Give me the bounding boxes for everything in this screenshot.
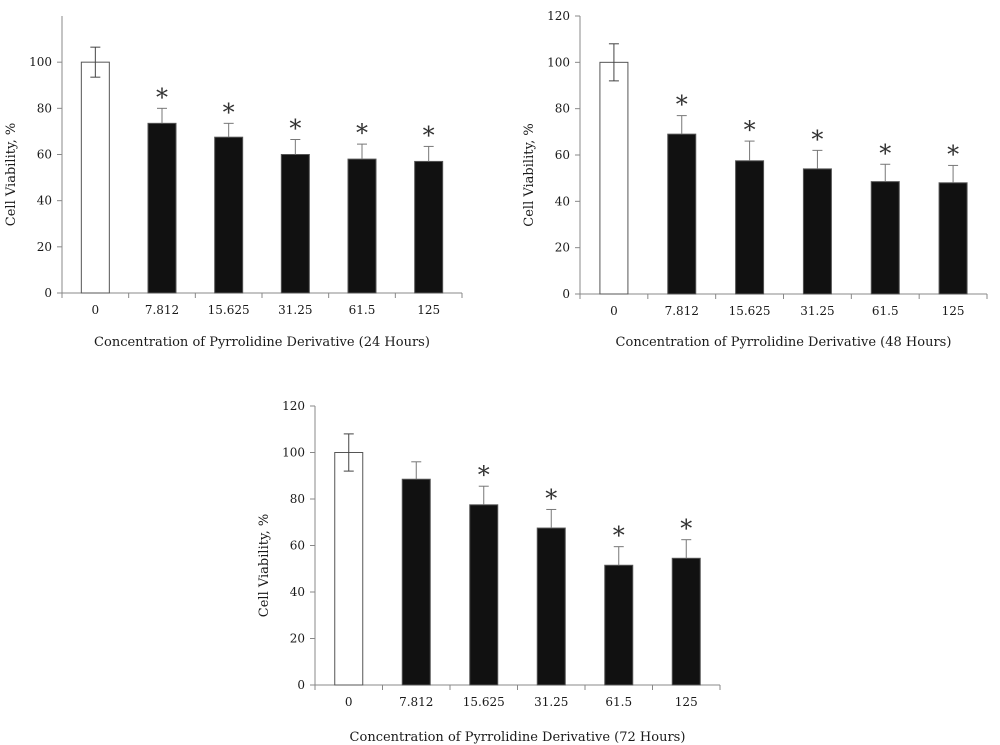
x-tick-label: 125	[942, 304, 965, 318]
y-tick-label: 20	[290, 632, 305, 646]
x-tick-label: 15.625	[729, 304, 771, 318]
bar	[667, 133, 697, 295]
y-axis-title: Cell Viability, %	[257, 514, 272, 617]
significance-marker: *	[423, 121, 435, 149]
bar	[671, 557, 701, 686]
x-tick-label: 7.812	[145, 303, 179, 317]
y-tick-label: 80	[290, 492, 305, 506]
x-tick-label: 0	[610, 304, 618, 318]
bar	[280, 154, 310, 294]
bar	[214, 136, 244, 294]
y-tick-label: 120	[547, 9, 570, 23]
y-tick-label: 20	[555, 241, 570, 255]
chart-48h: 0 20 40 60 80 100 120 0 7.812 * 15.625 * 31.25 * 61.5 *…	[522, 9, 988, 350]
y-tick-label: 60	[37, 148, 52, 162]
y-tick-label: 60	[290, 539, 305, 553]
y-tick-label: 0	[44, 286, 52, 300]
x-tick-label: 7.812	[665, 304, 699, 318]
significance-marker: *	[356, 119, 368, 147]
x-tick-label: 15.625	[463, 695, 505, 709]
x-tick-label: 0	[92, 303, 100, 317]
x-tick-label: 125	[417, 303, 440, 317]
x-tick-label: 31.25	[534, 695, 568, 709]
significance-marker: *	[478, 461, 490, 489]
significance-marker: *	[676, 91, 688, 119]
bar	[401, 478, 431, 686]
y-tick-label: 80	[555, 102, 570, 116]
bar	[870, 181, 900, 295]
x-tick-label: 15.625	[208, 303, 250, 317]
bar	[735, 160, 765, 295]
bar	[469, 504, 499, 686]
bar	[80, 61, 110, 294]
y-tick-label: 120	[282, 399, 305, 413]
x-axis-title: Concentration of Pyrrolidine Derivative …	[350, 730, 686, 745]
bar	[802, 168, 832, 295]
y-tick-label: 0	[562, 287, 570, 301]
y-tick-label: 40	[37, 194, 52, 208]
x-tick-label: 0	[345, 695, 353, 709]
significance-marker: *	[223, 98, 235, 126]
bar	[414, 160, 444, 294]
bar	[147, 122, 177, 294]
x-axis-title: Concentration of Pyrrolidine Derivative …	[616, 335, 952, 350]
x-tick-label: 31.25	[800, 304, 834, 318]
y-axis-title: Cell Viability, %	[4, 123, 19, 226]
significance-marker: *	[744, 116, 756, 144]
y-tick-label: 40	[290, 585, 305, 599]
bar	[599, 61, 629, 295]
significance-marker: *	[879, 139, 891, 167]
significance-marker: *	[680, 515, 692, 543]
significance-marker: *	[947, 140, 959, 168]
x-tick-label: 61.5	[349, 303, 376, 317]
y-tick-label: 0	[297, 678, 305, 692]
y-tick-label: 20	[37, 240, 52, 254]
significance-marker: *	[289, 114, 301, 142]
x-tick-label: 7.812	[399, 695, 433, 709]
chart-24h: 0 20 40 60 80 100 0 7.812 * 15.625 * 31.25 * 61.5 * 125…	[4, 16, 463, 350]
y-tick-label: 100	[282, 446, 305, 460]
y-tick-label: 60	[555, 148, 570, 162]
significance-marker: *	[811, 125, 823, 153]
bar	[536, 527, 566, 686]
bar	[604, 564, 634, 686]
significance-marker: *	[156, 83, 168, 111]
x-axis-title: Concentration of Pyrrolidine Derivative …	[94, 335, 430, 350]
y-tick-label: 80	[37, 101, 52, 115]
significance-marker: *	[545, 484, 557, 512]
y-axis-title: Cell Viability, %	[522, 123, 537, 226]
y-tick-label: 40	[555, 194, 570, 208]
y-tick-label: 100	[547, 55, 570, 69]
x-tick-label: 31.25	[278, 303, 312, 317]
bar	[938, 182, 968, 295]
x-tick-label: 61.5	[872, 304, 899, 318]
y-tick-label: 100	[29, 55, 52, 69]
x-tick-label: 125	[675, 695, 698, 709]
chart-72h: 0 20 40 60 80 100 120 0 7.812 15.625 * 31.25 * 61.5 * 1…	[257, 399, 721, 745]
bar	[334, 452, 364, 686]
significance-marker: *	[613, 522, 625, 550]
x-tick-label: 61.5	[605, 695, 632, 709]
bar	[347, 158, 377, 294]
